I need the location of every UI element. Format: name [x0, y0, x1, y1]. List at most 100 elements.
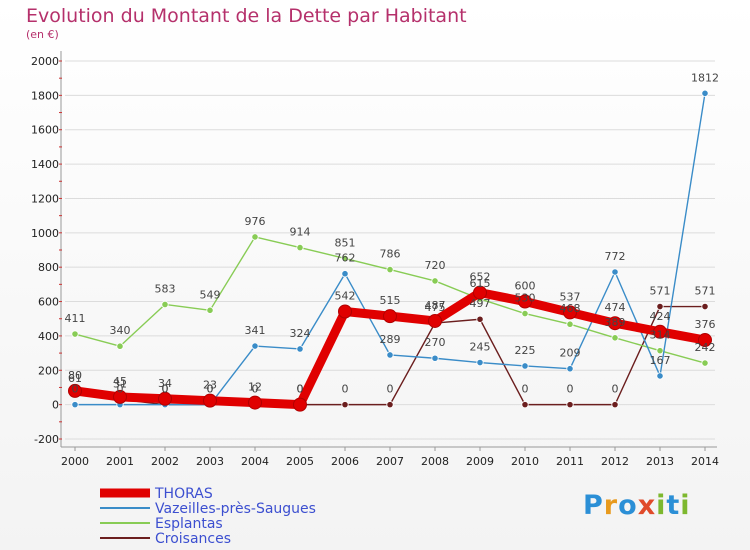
y-tick-label: 400: [38, 330, 59, 343]
data-label: 652: [470, 271, 491, 284]
data-point: [701, 359, 709, 367]
data-label: 12: [248, 381, 262, 394]
data-point: [293, 397, 307, 412]
y-tick-label: 1200: [31, 192, 59, 205]
data-label: 209: [560, 347, 581, 360]
data-point: [566, 320, 574, 328]
data-point: [113, 389, 127, 404]
y-tick-label: 800: [38, 261, 59, 274]
data-point: [656, 372, 664, 380]
data-point: [653, 324, 667, 339]
data-label: 389: [605, 316, 626, 329]
data-label: 0: [72, 383, 79, 396]
data-label: 772: [605, 250, 626, 263]
logo-letter: x: [637, 490, 657, 521]
data-point: [116, 342, 124, 350]
legend-label: THORAS: [154, 486, 213, 502]
data-label: 0: [297, 383, 304, 396]
data-label: 376: [695, 318, 716, 331]
data-point: [521, 362, 529, 370]
data-point: [701, 302, 709, 311]
data-label: 537: [560, 290, 581, 303]
data-point: [608, 316, 622, 331]
data-point: [68, 383, 82, 398]
x-tick-label: 2003: [196, 455, 224, 468]
data-label: 0: [162, 383, 169, 396]
logo-letter: r: [603, 490, 619, 521]
data-label: 167: [650, 354, 671, 367]
y-tick-label: 1600: [31, 124, 59, 137]
x-tick-label: 2004: [241, 455, 269, 468]
data-label: 786: [380, 248, 401, 261]
data-label: 487: [425, 299, 446, 312]
legend-label: Esplantas: [155, 516, 223, 532]
data-label: 340: [110, 324, 131, 337]
data-point: [563, 305, 577, 320]
x-tick-label: 2005: [286, 455, 314, 468]
data-point: [656, 302, 664, 311]
data-point: [476, 315, 484, 323]
data-label: 914: [290, 226, 311, 239]
data-label: 0: [567, 383, 574, 396]
data-point: [656, 347, 664, 355]
legend-label: Croisances: [155, 531, 231, 547]
data-label: 474: [605, 301, 626, 314]
data-label: 245: [470, 341, 491, 354]
data-point: [341, 254, 349, 263]
data-label: 615: [470, 277, 491, 290]
data-label: 45: [113, 375, 127, 388]
data-point: [251, 342, 259, 350]
data-point: [701, 89, 709, 97]
x-tick-label: 2000: [61, 455, 89, 468]
x-tick-label: 2002: [151, 455, 179, 468]
data-point: [341, 270, 349, 278]
x-tick-label: 2008: [421, 455, 449, 468]
logo-letter: i: [680, 490, 691, 521]
data-point: [251, 233, 259, 241]
data-point: [341, 401, 349, 409]
data-point: [428, 313, 442, 328]
data-label: 720: [425, 259, 446, 272]
x-tick-label: 2014: [691, 455, 719, 468]
data-label: 762: [335, 252, 356, 265]
y-tick-label: 600: [38, 296, 59, 309]
data-point: [611, 268, 619, 276]
x-tick-label: 2007: [376, 455, 404, 468]
data-label: 31: [113, 377, 127, 390]
data-label: 0: [162, 383, 169, 396]
y-tick-label: 1000: [31, 227, 59, 240]
data-label: 0: [612, 383, 619, 396]
data-point: [203, 393, 217, 408]
y-tick-label: 0: [52, 399, 59, 412]
data-point: [248, 395, 262, 410]
data-label: 23: [203, 379, 217, 392]
data-label: 242: [695, 341, 716, 354]
data-point: [698, 333, 712, 348]
data-point: [476, 358, 484, 367]
y-tick-label: 1400: [31, 158, 59, 171]
data-point: [338, 304, 352, 319]
data-label: 0: [522, 383, 529, 396]
data-label: 80: [68, 369, 82, 382]
x-tick-label: 2012: [601, 455, 629, 468]
data-label: 424: [650, 310, 671, 323]
data-point: [386, 265, 394, 274]
data-label: 289: [380, 333, 401, 346]
x-tick-label: 2011: [556, 455, 584, 468]
data-label: 0: [387, 383, 394, 396]
data-point: [431, 277, 439, 285]
data-label: 0: [207, 383, 214, 396]
x-tick-label: 2010: [511, 455, 539, 468]
data-label: 1812: [691, 71, 719, 84]
logo-letter: P: [583, 490, 604, 521]
data-point: [566, 365, 574, 373]
data-label: 497: [470, 297, 491, 310]
data-label: 976: [245, 215, 266, 228]
logo-letter: o: [618, 490, 638, 521]
logo-letter: t: [666, 490, 681, 521]
data-label: 0: [252, 383, 259, 396]
y-tick-label: 200: [38, 364, 59, 377]
data-point: [611, 401, 619, 409]
